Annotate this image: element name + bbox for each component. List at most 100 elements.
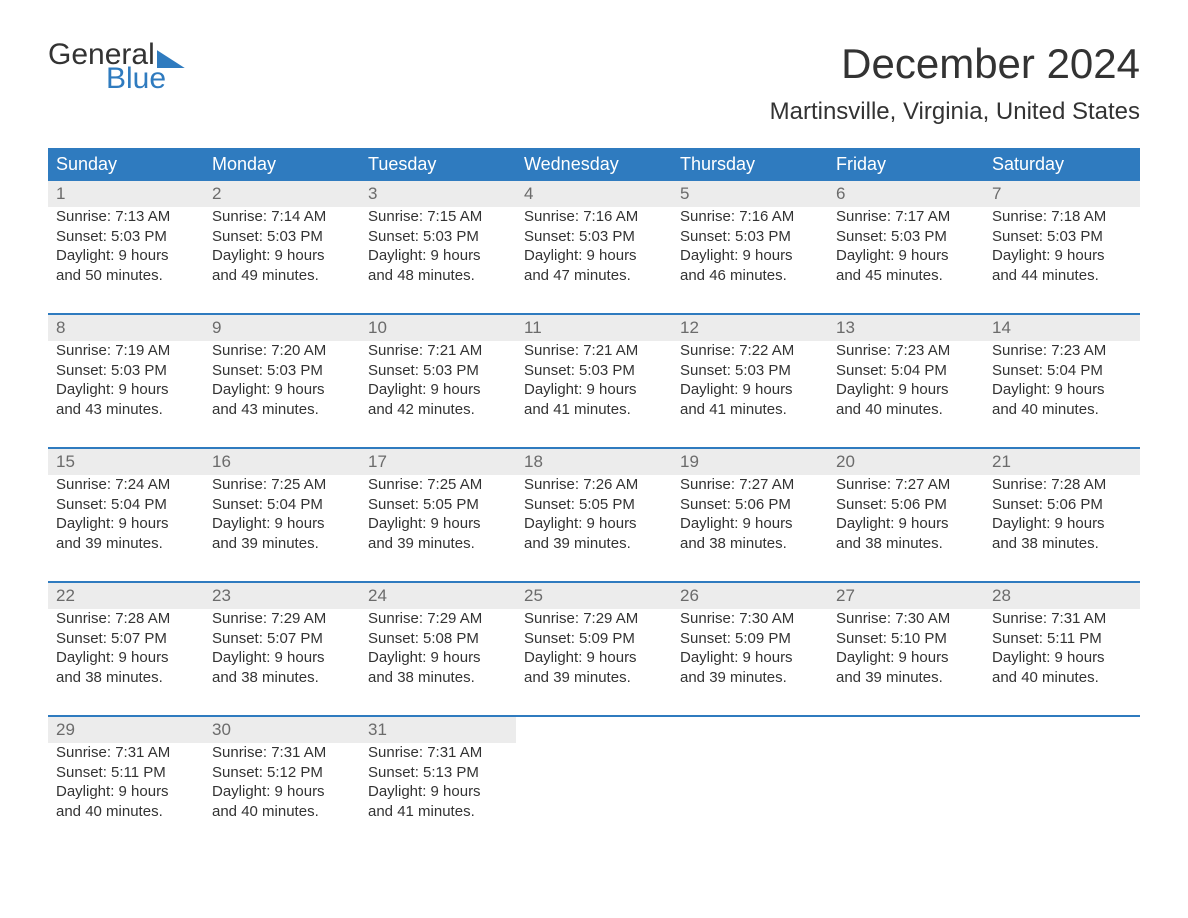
day-detail-cell: Sunrise: 7:31 AMSunset: 5:11 PMDaylight:… (48, 743, 204, 849)
daylight-text: and 39 minutes. (524, 534, 664, 554)
sunrise-text: Sunrise: 7:23 AM (992, 341, 1132, 361)
sunset-text: Sunset: 5:12 PM (212, 763, 352, 783)
daylight-text: and 39 minutes. (680, 668, 820, 688)
day-detail-cell: Sunrise: 7:16 AMSunset: 5:03 PMDaylight:… (672, 207, 828, 314)
day-detail-cell: Sunrise: 7:28 AMSunset: 5:06 PMDaylight:… (984, 475, 1140, 582)
daylight-text: Daylight: 9 hours (56, 246, 196, 266)
day-detail-cell: Sunrise: 7:27 AMSunset: 5:06 PMDaylight:… (828, 475, 984, 582)
sunrise-text: Sunrise: 7:30 AM (680, 609, 820, 629)
sunset-text: Sunset: 5:04 PM (212, 495, 352, 515)
day-number-cell: 9 (204, 315, 360, 341)
sunrise-text: Sunrise: 7:31 AM (368, 743, 508, 763)
sunset-text: Sunset: 5:06 PM (836, 495, 976, 515)
daylight-text: Daylight: 9 hours (56, 648, 196, 668)
day-detail-cell: Sunrise: 7:29 AMSunset: 5:08 PMDaylight:… (360, 609, 516, 716)
day-number-row: 293031 (48, 717, 1140, 743)
day-detail-row: Sunrise: 7:28 AMSunset: 5:07 PMDaylight:… (48, 609, 1140, 716)
sunrise-text: Sunrise: 7:19 AM (56, 341, 196, 361)
weekday-header: Tuesday (360, 148, 516, 181)
sunrise-text: Sunrise: 7:16 AM (524, 207, 664, 227)
daylight-text: and 41 minutes. (680, 400, 820, 420)
daylight-text: Daylight: 9 hours (992, 648, 1132, 668)
day-number-cell: 4 (516, 181, 672, 207)
day-detail-cell: Sunrise: 7:25 AMSunset: 5:05 PMDaylight:… (360, 475, 516, 582)
sunset-text: Sunset: 5:08 PM (368, 629, 508, 649)
daylight-text: and 38 minutes. (368, 668, 508, 688)
day-number-cell (672, 717, 828, 743)
daylight-text: and 40 minutes. (992, 400, 1132, 420)
sunrise-text: Sunrise: 7:15 AM (368, 207, 508, 227)
day-number-cell: 20 (828, 449, 984, 475)
sunrise-text: Sunrise: 7:29 AM (212, 609, 352, 629)
sunrise-text: Sunrise: 7:21 AM (524, 341, 664, 361)
sunrise-text: Sunrise: 7:28 AM (992, 475, 1132, 495)
sunset-text: Sunset: 5:03 PM (56, 361, 196, 381)
day-number-cell: 10 (360, 315, 516, 341)
daylight-text: Daylight: 9 hours (680, 246, 820, 266)
day-number-cell (828, 717, 984, 743)
sunset-text: Sunset: 5:06 PM (680, 495, 820, 515)
daylight-text: Daylight: 9 hours (680, 514, 820, 534)
sunset-text: Sunset: 5:03 PM (524, 227, 664, 247)
day-number-cell: 26 (672, 583, 828, 609)
weekday-header: Thursday (672, 148, 828, 181)
sunset-text: Sunset: 5:11 PM (992, 629, 1132, 649)
sunset-text: Sunset: 5:03 PM (836, 227, 976, 247)
daylight-text: Daylight: 9 hours (212, 782, 352, 802)
daylight-text: and 38 minutes. (212, 668, 352, 688)
sunrise-text: Sunrise: 7:31 AM (992, 609, 1132, 629)
sunrise-text: Sunrise: 7:27 AM (836, 475, 976, 495)
weekday-header: Sunday (48, 148, 204, 181)
daylight-text: Daylight: 9 hours (524, 514, 664, 534)
day-detail-cell: Sunrise: 7:26 AMSunset: 5:05 PMDaylight:… (516, 475, 672, 582)
day-number-cell: 8 (48, 315, 204, 341)
daylight-text: and 39 minutes. (368, 534, 508, 554)
daylight-text: Daylight: 9 hours (212, 246, 352, 266)
daylight-text: and 43 minutes. (56, 400, 196, 420)
day-detail-cell: Sunrise: 7:23 AMSunset: 5:04 PMDaylight:… (828, 341, 984, 448)
day-number-cell: 25 (516, 583, 672, 609)
calendar-head: SundayMondayTuesdayWednesdayThursdayFrid… (48, 148, 1140, 181)
daylight-text: Daylight: 9 hours (368, 782, 508, 802)
sunset-text: Sunset: 5:05 PM (368, 495, 508, 515)
daylight-text: Daylight: 9 hours (680, 380, 820, 400)
day-detail-cell: Sunrise: 7:25 AMSunset: 5:04 PMDaylight:… (204, 475, 360, 582)
day-detail-cell: Sunrise: 7:15 AMSunset: 5:03 PMDaylight:… (360, 207, 516, 314)
daylight-text: Daylight: 9 hours (368, 648, 508, 668)
day-number-cell: 13 (828, 315, 984, 341)
sunset-text: Sunset: 5:06 PM (992, 495, 1132, 515)
day-detail-cell: Sunrise: 7:18 AMSunset: 5:03 PMDaylight:… (984, 207, 1140, 314)
day-number-cell: 16 (204, 449, 360, 475)
sunset-text: Sunset: 5:07 PM (56, 629, 196, 649)
day-number-cell: 1 (48, 181, 204, 207)
day-detail-cell (828, 743, 984, 849)
day-number-cell: 18 (516, 449, 672, 475)
day-number-cell: 12 (672, 315, 828, 341)
sunrise-text: Sunrise: 7:20 AM (212, 341, 352, 361)
daylight-text: Daylight: 9 hours (992, 380, 1132, 400)
sunset-text: Sunset: 5:03 PM (368, 227, 508, 247)
sunset-text: Sunset: 5:03 PM (212, 227, 352, 247)
daylight-text: and 41 minutes. (524, 400, 664, 420)
sunrise-text: Sunrise: 7:26 AM (524, 475, 664, 495)
daylight-text: Daylight: 9 hours (992, 246, 1132, 266)
daylight-text: and 41 minutes. (368, 802, 508, 822)
sunrise-text: Sunrise: 7:31 AM (212, 743, 352, 763)
day-detail-cell: Sunrise: 7:14 AMSunset: 5:03 PMDaylight:… (204, 207, 360, 314)
daylight-text: and 39 minutes. (56, 534, 196, 554)
day-detail-cell: Sunrise: 7:19 AMSunset: 5:03 PMDaylight:… (48, 341, 204, 448)
daylight-text: and 39 minutes. (212, 534, 352, 554)
sunrise-text: Sunrise: 7:24 AM (56, 475, 196, 495)
sunset-text: Sunset: 5:05 PM (524, 495, 664, 515)
sunrise-text: Sunrise: 7:25 AM (368, 475, 508, 495)
daylight-text: Daylight: 9 hours (212, 648, 352, 668)
sunrise-text: Sunrise: 7:21 AM (368, 341, 508, 361)
day-number-cell: 31 (360, 717, 516, 743)
daylight-text: and 40 minutes. (836, 400, 976, 420)
calendar-table: SundayMondayTuesdayWednesdayThursdayFrid… (48, 148, 1140, 849)
daylight-text: and 39 minutes. (836, 668, 976, 688)
sunset-text: Sunset: 5:07 PM (212, 629, 352, 649)
daylight-text: and 48 minutes. (368, 266, 508, 286)
daylight-text: and 42 minutes. (368, 400, 508, 420)
weekday-header: Friday (828, 148, 984, 181)
